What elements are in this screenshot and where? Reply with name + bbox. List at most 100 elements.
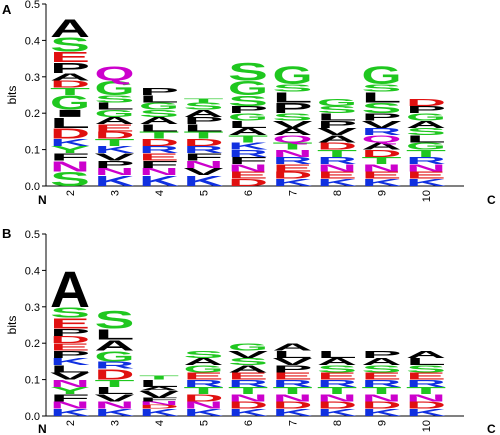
logo-letter: V bbox=[273, 356, 314, 367]
logo-letter: N bbox=[317, 162, 357, 173]
logo-letter: K bbox=[50, 407, 91, 418]
logo-letter: L bbox=[406, 356, 446, 367]
y-tick-label: 0.4 bbox=[25, 35, 40, 47]
logo-letter: A bbox=[362, 356, 402, 367]
logo-letter: N bbox=[406, 392, 446, 403]
logo-letter: R bbox=[317, 378, 357, 389]
logo-letter: V bbox=[139, 389, 180, 400]
panel-a-c-terminus-label: C bbox=[487, 193, 496, 207]
logo-letter: N bbox=[50, 158, 90, 175]
logo-letter: N bbox=[184, 400, 224, 411]
x-tick-label: 4 bbox=[154, 420, 166, 426]
x-tick-label: 2 bbox=[65, 420, 77, 426]
logo-letter: Y bbox=[50, 385, 90, 396]
y-tick-label: 0.1 bbox=[25, 145, 40, 157]
logo-letter: R bbox=[139, 144, 179, 155]
logo-letter: E bbox=[273, 370, 313, 381]
logo-letter: Q bbox=[95, 63, 135, 86]
logo-letter: S bbox=[184, 349, 224, 360]
logo-letter: L bbox=[95, 326, 135, 343]
logo-letter: N bbox=[406, 162, 446, 173]
logo-letter: T bbox=[228, 385, 268, 396]
logo-letter: P bbox=[50, 59, 90, 76]
logo-letter: L bbox=[184, 122, 224, 133]
logo-letter: R bbox=[362, 126, 402, 137]
y-tick-label: 0.2 bbox=[25, 338, 40, 350]
logo-letter: K bbox=[95, 407, 136, 418]
logo-letter: E bbox=[317, 170, 357, 181]
logo-letter: A bbox=[228, 126, 268, 137]
panel-b-y-ticks: 0.0 0.1 0.2 0.3 0.4 0.5 bbox=[25, 229, 46, 423]
logo-letter: I bbox=[50, 108, 90, 119]
panel-b: B bits 0.00.10.20.30.40.5 KNFYNVLKPEDPES… bbox=[2, 226, 496, 435]
logo-letter: D bbox=[184, 392, 224, 403]
x-tick-label: 8 bbox=[332, 190, 344, 196]
panel-b-y-axis-label: bits bbox=[5, 316, 19, 335]
logo-letter: A bbox=[362, 140, 402, 151]
logo-letter: D bbox=[95, 130, 135, 141]
logo-letter: T bbox=[95, 378, 135, 389]
logo-letter: N bbox=[273, 392, 313, 403]
logo-letter: K bbox=[317, 177, 358, 188]
logo-letter: E bbox=[139, 151, 179, 162]
logo-letter: R bbox=[406, 378, 446, 389]
logo-letter: G bbox=[95, 348, 135, 365]
logo-letter: R bbox=[228, 378, 268, 389]
logo-letter: A bbox=[317, 356, 357, 367]
logo-letter: G bbox=[228, 77, 268, 100]
logo-letter: E bbox=[228, 370, 268, 381]
logo-letter: N bbox=[139, 166, 179, 177]
logo-letter: G bbox=[406, 140, 446, 151]
logo-letter: S bbox=[406, 126, 446, 137]
logo-letter: S bbox=[50, 168, 90, 191]
logo-letter: R bbox=[228, 148, 268, 159]
x-tick-label: 2 bbox=[65, 190, 77, 196]
logo-letter: T bbox=[317, 385, 357, 396]
panel-a-n-terminus-label: N bbox=[38, 193, 47, 207]
y-tick-label: 0.5 bbox=[25, 229, 40, 241]
logo-letter: R bbox=[362, 378, 402, 389]
logo-letter: T bbox=[184, 385, 224, 396]
logo-letter: A bbox=[95, 337, 135, 354]
logo-letter: S bbox=[362, 82, 402, 93]
logo-letter: T bbox=[50, 86, 90, 97]
logo-letter: L bbox=[139, 93, 179, 104]
x-tick-label: 6 bbox=[243, 190, 255, 196]
logo-letter: D bbox=[95, 366, 135, 383]
logo-letter: Q bbox=[273, 133, 313, 144]
logo-letter: S bbox=[184, 100, 224, 111]
logo-letter: K bbox=[273, 407, 314, 418]
logo-letter: G bbox=[184, 363, 224, 374]
logo-letter: P bbox=[228, 104, 268, 115]
logo-letter: G bbox=[317, 97, 357, 108]
logo-letter: D bbox=[273, 170, 313, 181]
logo-letter: P bbox=[184, 115, 224, 126]
logo-letter: K bbox=[228, 407, 269, 418]
logo-letter: D bbox=[50, 125, 90, 142]
logo-letter: D bbox=[317, 400, 357, 411]
logo-letter: A bbox=[317, 133, 357, 144]
logo-letter: S bbox=[50, 33, 90, 56]
logo-letter: T bbox=[95, 137, 135, 148]
x-tick-label: 7 bbox=[288, 190, 300, 196]
panel-a: A bits 0.00.10.20.30.40.5 SNFYKDLIGTDAPE… bbox=[2, 0, 496, 207]
y-tick-label: 0.1 bbox=[25, 375, 40, 387]
logo-letter: D bbox=[228, 177, 268, 188]
logo-letter: K bbox=[50, 137, 91, 148]
logo-letter: V bbox=[362, 119, 403, 130]
logo-letter: E bbox=[50, 48, 90, 65]
logo-letter: L bbox=[317, 349, 357, 360]
logo-letter: G bbox=[228, 111, 268, 122]
logo-letter: N bbox=[317, 392, 357, 403]
panel-b-x-ticks: 2 3 4 5 6 7 8 9 10 bbox=[65, 420, 433, 432]
logo-letter: L bbox=[139, 122, 179, 133]
logo-letter: D bbox=[228, 400, 268, 411]
logo-letter: V bbox=[184, 166, 225, 177]
